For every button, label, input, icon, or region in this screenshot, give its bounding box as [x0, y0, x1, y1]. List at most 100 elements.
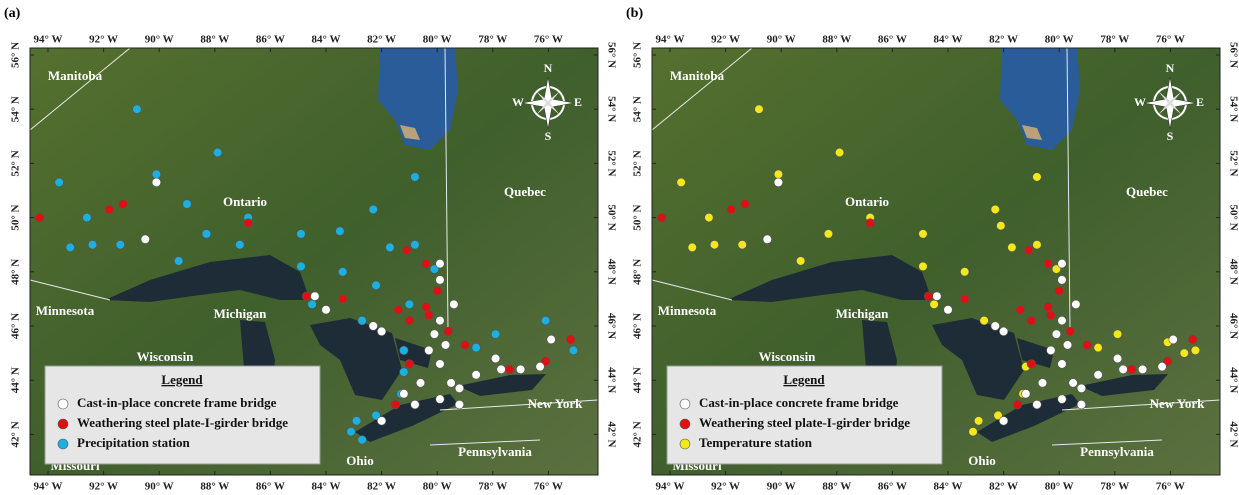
weathering-bridge [866, 219, 875, 228]
concrete-bridge [1058, 395, 1067, 404]
lon-label-bottom: 76° W [1156, 481, 1185, 493]
region-label: Michigan [214, 306, 267, 321]
concrete-bridge [1169, 335, 1178, 344]
lon-label-top: 90° W [145, 34, 174, 46]
legend: Legend Cast-in-place concrete frame bridg… [45, 366, 320, 464]
lon-label-bottom: 92° W [89, 481, 118, 493]
lon-label-top: 92° W [89, 34, 118, 46]
page: {"axes": { "lon_ticks": [{"value": -94, … [0, 0, 1239, 495]
lat-label-left: 44° N [10, 367, 22, 393]
station [174, 257, 183, 266]
station [969, 427, 978, 436]
legend-swatch [680, 439, 690, 449]
panel-label: (a) [4, 6, 21, 21]
weathering-bridge [425, 311, 434, 320]
concrete-bridge [430, 330, 439, 339]
lon-label-top: 76° W [1156, 34, 1185, 46]
lon-label-top: 90° W [767, 34, 796, 46]
lon-label-top: 82° W [989, 34, 1018, 46]
concrete-bridge [472, 370, 481, 379]
station [1008, 243, 1017, 252]
station [796, 257, 805, 266]
station [297, 230, 306, 239]
station [400, 346, 409, 355]
concrete-bridge [455, 384, 464, 393]
weathering-bridge [1083, 341, 1092, 350]
station [930, 300, 939, 309]
lon-label-bottom: 90° W [145, 481, 174, 493]
station [824, 230, 833, 239]
lat-label-left: 54° N [632, 96, 644, 122]
station [66, 243, 75, 252]
weathering-bridge [1013, 400, 1022, 409]
station [710, 240, 719, 249]
concrete-bridge [999, 327, 1008, 336]
concrete-bridge [400, 389, 409, 398]
station [386, 243, 395, 252]
lat-label-right: 54° N [605, 96, 617, 122]
station [1191, 346, 1200, 355]
station [472, 343, 481, 352]
station [835, 148, 844, 157]
compass-letter: S [1167, 129, 1174, 143]
concrete-bridge [774, 178, 783, 187]
weathering-bridge [422, 303, 431, 312]
legend-title: Legend [161, 372, 203, 387]
lon-label-top: 84° W [312, 34, 341, 46]
station [960, 268, 969, 277]
lat-label-left: 52° N [10, 150, 22, 176]
weathering-bridge [960, 295, 969, 304]
station [569, 346, 578, 355]
compass-letter: E [1196, 95, 1204, 109]
lon-label-bottom: 86° W [256, 481, 285, 493]
lon-label-top: 78° W [1100, 34, 1129, 46]
weathering-bridge [1066, 327, 1075, 336]
region-label: Pennsylvania [458, 444, 532, 459]
region-label: Minnesota [658, 303, 717, 318]
lon-label-bottom: 82° W [989, 481, 1018, 493]
weathering-bridge [394, 305, 403, 314]
station [991, 205, 1000, 214]
lon-label-top: 94° W [34, 34, 63, 46]
lat-label-left: 44° N [632, 367, 644, 393]
region-label: Manitoba [48, 68, 103, 83]
region-label: Minnesota [36, 303, 95, 318]
region-label: Quebec [504, 184, 546, 199]
compass-letter: W [512, 95, 524, 109]
region-label: Ontario [223, 194, 267, 209]
lat-label-right: 44° N [605, 367, 617, 393]
concrete-bridge [1033, 400, 1042, 409]
concrete-bridge [516, 365, 525, 374]
legend-label: Cast-in-place concrete frame bridge [77, 395, 277, 410]
station [1033, 240, 1042, 249]
lat-label-left: 56° N [632, 42, 644, 68]
lon-label-top: 80° W [423, 34, 452, 46]
region-label: Quebec [1126, 184, 1168, 199]
legend-swatch [58, 419, 68, 429]
concrete-bridge [944, 305, 953, 314]
station [774, 170, 783, 179]
concrete-bridge [999, 417, 1008, 426]
weathering-bridge [402, 246, 411, 255]
concrete-bridge [1094, 370, 1103, 379]
concrete-bridge [933, 292, 942, 301]
lat-label-left: 54° N [10, 96, 22, 122]
station [352, 417, 361, 426]
concrete-bridge [450, 300, 459, 309]
lat-label-right: 52° N [605, 150, 617, 176]
concrete-bridge [436, 276, 445, 285]
concrete-bridge [1063, 341, 1072, 350]
weathering-bridge [391, 400, 400, 409]
lon-label-top: 86° W [878, 34, 907, 46]
weathering-bridge [1055, 286, 1064, 295]
lat-label-left: 46° N [632, 313, 644, 339]
concrete-bridge [1077, 384, 1086, 393]
legend-title: Legend [783, 372, 825, 387]
lon-label-bottom: 82° W [367, 481, 396, 493]
concrete-bridge [491, 354, 500, 363]
station [183, 200, 192, 209]
region-label: Ohio [968, 453, 995, 468]
weathering-bridge [422, 259, 431, 268]
weathering-bridge [433, 286, 442, 295]
lon-label-bottom: 94° W [34, 481, 63, 493]
